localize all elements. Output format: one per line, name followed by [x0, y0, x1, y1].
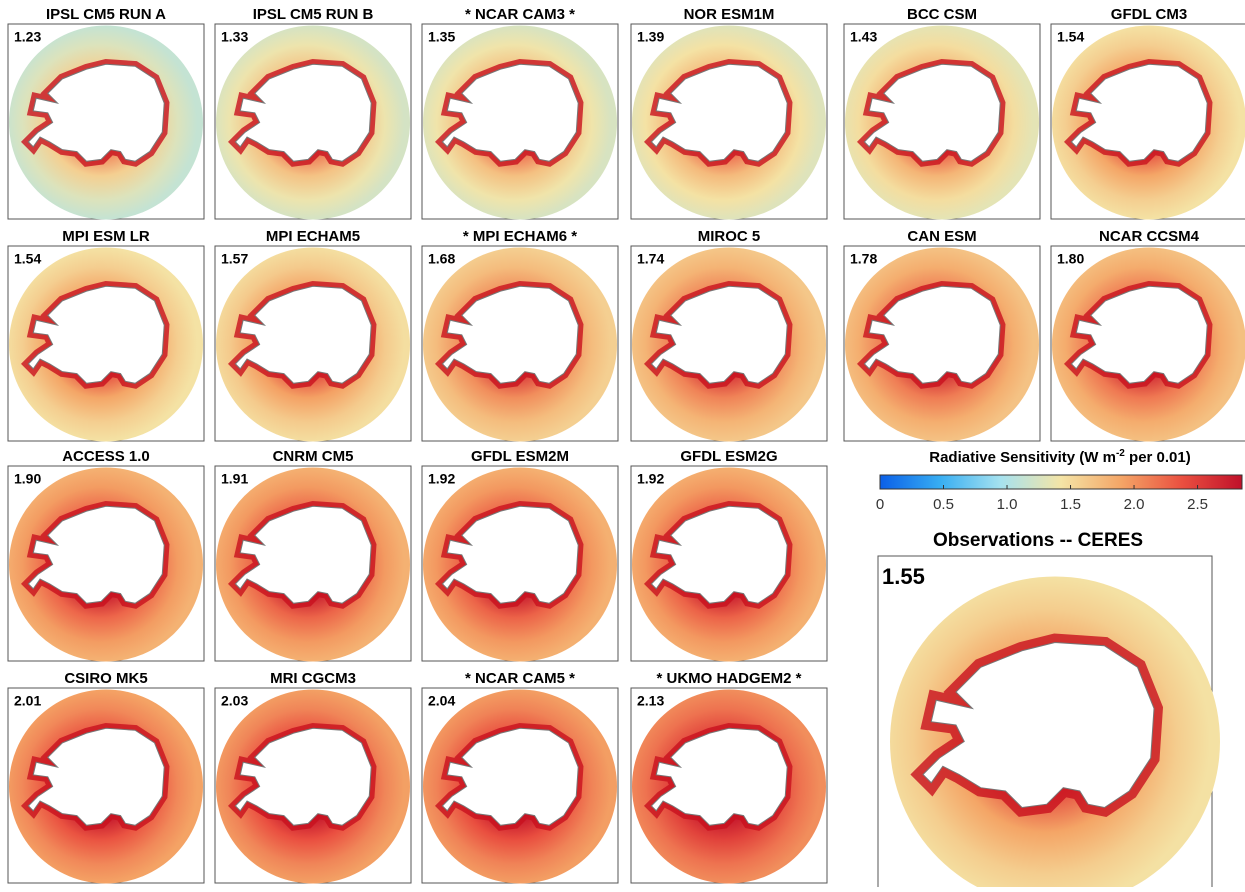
- panel-value: 2.13: [637, 693, 664, 709]
- panel-value: 1.54: [14, 251, 41, 267]
- panel-title: GFDL ESM2G: [680, 448, 777, 465]
- panel-value: 2.01: [14, 693, 41, 709]
- panel-value: 1.78: [850, 251, 877, 267]
- panel-value: 1.57: [221, 251, 248, 267]
- panel-value: 1.23: [14, 29, 41, 45]
- figure: Radiative Sensitivity (W m-2 per 0.01) O…: [0, 0, 1245, 887]
- colorbar-tick-label: 2.5: [1187, 496, 1208, 513]
- panel-title: IPSL CM5 RUN B: [253, 6, 374, 23]
- panel-title: MIROC 5: [698, 228, 761, 245]
- colorbar-tick-label: 0: [876, 496, 884, 513]
- panel-value: 1.54: [1057, 29, 1084, 45]
- colorbar-tick-label: 0.5: [933, 496, 954, 513]
- panel-title: MPI ESM LR: [62, 228, 150, 245]
- panel-title: CAN ESM: [907, 228, 976, 245]
- colorbar-tick-label: 1.5: [1060, 496, 1081, 513]
- panel-title: CNRM CM5: [273, 448, 354, 465]
- colorbar-title-main: Radiative Sensitivity (W m: [929, 449, 1116, 466]
- colorbar-tick-label: 2.0: [1124, 496, 1145, 513]
- panel-value: 1.74: [637, 251, 664, 267]
- panel-value: 1.92: [428, 471, 455, 487]
- panel-title: BCC CSM: [907, 6, 977, 23]
- panel-title: * NCAR CAM3 *: [465, 6, 575, 23]
- panel-value: 1.43: [850, 29, 877, 45]
- panel-title: MPI ECHAM5: [266, 228, 360, 245]
- panel-value: 1.39: [637, 29, 664, 45]
- panel-value: 1.68: [428, 251, 455, 267]
- colorbar-title: Radiative Sensitivity (W m-2 per 0.01): [929, 448, 1191, 466]
- colorbar: [880, 475, 1242, 489]
- panel-value: 1.35: [428, 29, 455, 45]
- panel-title: NOR ESM1M: [684, 6, 775, 23]
- panel-title: MRI CGCM3: [270, 670, 356, 687]
- colorbar-title-end: per 0.01): [1125, 449, 1191, 466]
- panel-title: ACCESS 1.0: [62, 448, 150, 465]
- panel-title: * MPI ECHAM6 *: [463, 228, 577, 245]
- panel-value: 1.92: [637, 471, 664, 487]
- observations-title: Observations -- CERES: [933, 530, 1143, 551]
- panel-title: * UKMO HADGEM2 *: [656, 670, 801, 687]
- panel-title: IPSL CM5 RUN A: [46, 6, 166, 23]
- panel-title: GFDL CM3: [1111, 6, 1187, 23]
- panel-value: 1.80: [1057, 251, 1084, 267]
- panel-title: CSIRO MK5: [64, 670, 147, 687]
- panel-value: 2.03: [221, 693, 248, 709]
- colorbar-tick-label: 1.0: [997, 496, 1018, 513]
- panel-value: 1.91: [221, 471, 248, 487]
- observations-value: 1.55: [882, 564, 925, 589]
- panel-value: 1.90: [14, 471, 41, 487]
- panel-value: 1.33: [221, 29, 248, 45]
- panel-title: * NCAR CAM5 *: [465, 670, 575, 687]
- panel-value: 2.04: [428, 693, 455, 709]
- panel-title: GFDL ESM2M: [471, 448, 569, 465]
- panel-title: NCAR CCSM4: [1099, 228, 1200, 245]
